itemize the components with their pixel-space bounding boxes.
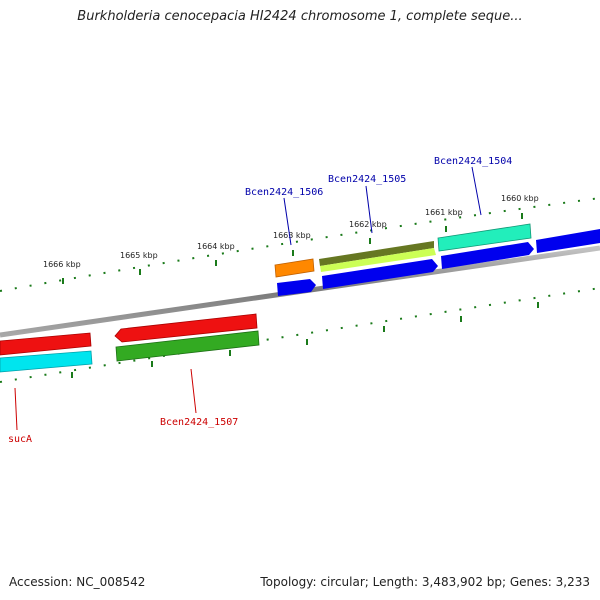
leader-1506 [283, 197, 292, 246]
accession-text: Accession: NC_008542 [9, 575, 146, 589]
leader-1505 [365, 185, 373, 234]
gene-red-main[interactable] [114, 313, 258, 343]
gene-blue-1[interactable] [277, 279, 316, 296]
label-bcen1506[interactable]: Bcen2424_1506 [245, 187, 323, 198]
forward-genes[interactable] [274, 223, 600, 296]
gene-green[interactable] [115, 330, 260, 362]
reverse-genes[interactable] [0, 313, 260, 373]
gene-labels: sucA Bcen2424_1507 Bcen2424_1506 Bcen242… [8, 156, 512, 445]
leader-sucA [14, 387, 18, 431]
inner-tick-track [0, 287, 600, 383]
gene-orange[interactable] [274, 258, 315, 278]
tick-label-1663: 1663 kbp [273, 231, 311, 240]
gene-teal[interactable] [437, 223, 532, 252]
outer-dots [0, 197, 600, 292]
gene-blue-4[interactable] [536, 229, 600, 253]
label-bcen1505[interactable]: Bcen2424_1505 [328, 174, 406, 185]
outer-tick-track: 1666 kbp 1665 kbp 1664 kbp 1663 kbp 1662… [0, 194, 600, 292]
topology-summary: Topology: circular; Length: 3,483,902 bp… [260, 575, 590, 589]
tick-label-1662: 1662 kbp [349, 220, 387, 229]
tick-label-1666: 1666 kbp [43, 260, 81, 269]
gene-cyan[interactable] [0, 350, 93, 373]
tick-label-1665: 1665 kbp [120, 251, 158, 260]
gene-lime[interactable] [320, 248, 436, 272]
gene-olive[interactable] [319, 241, 434, 266]
label-bcen1504[interactable]: Bcen2424_1504 [434, 156, 512, 167]
leader-1507 [190, 368, 197, 414]
gene-blue-3[interactable] [441, 242, 534, 269]
label-bcen1507[interactable]: Bcen2424_1507 [160, 417, 238, 428]
leader-1504 [471, 166, 482, 216]
gene-blue-2[interactable] [322, 259, 438, 289]
tick-label-1661: 1661 kbp [425, 208, 463, 217]
tick-label-1664: 1664 kbp [197, 242, 235, 251]
tick-label-1660: 1660 kbp [501, 194, 539, 203]
map-title: Burkholderia cenocepacia HI2424 chromoso… [77, 9, 523, 24]
gene-red-left[interactable] [0, 332, 92, 356]
label-sucA[interactable]: sucA [8, 434, 32, 445]
